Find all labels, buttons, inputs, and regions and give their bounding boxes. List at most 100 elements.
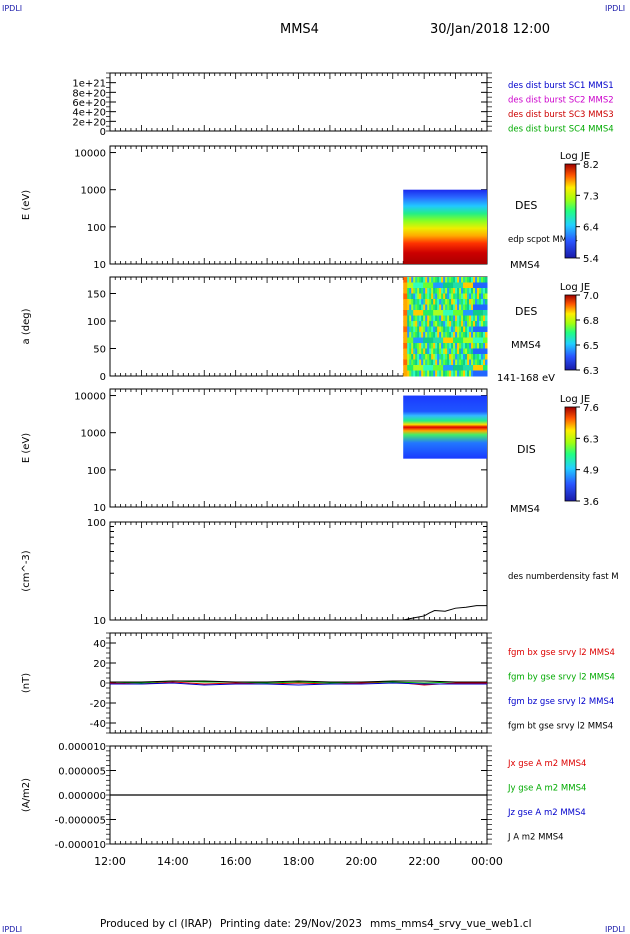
panel-5-ytick-label: 100 [87, 518, 106, 529]
panel-7-ytick-label: -0.000010 [55, 840, 106, 851]
panel-3-cell [477, 343, 480, 349]
panel-3-cell [443, 293, 446, 300]
panel-3-cell [481, 277, 484, 283]
panel-3-cell [451, 304, 454, 311]
panel-3-cell [407, 354, 410, 360]
panel-3-cell [421, 365, 424, 371]
panel-3-cell [459, 304, 462, 311]
panel-3-cell [481, 321, 484, 327]
panel-3-colorbar-label: 6.8 [583, 316, 599, 327]
panel-3-cell [417, 299, 420, 305]
panel-3-cell [449, 282, 452, 289]
panel-3-cell [475, 365, 478, 371]
panel-3-cell [447, 370, 450, 377]
panel-3-cell [431, 310, 434, 316]
panel-4-colorbar-title: Log JE [560, 394, 590, 405]
panel-3-cell [441, 337, 444, 344]
panel-3-cell [455, 288, 458, 294]
panel-3-cell [481, 326, 484, 333]
panel-3-cell [411, 310, 414, 316]
panel-3-cell [475, 332, 478, 338]
panel-3-cell [439, 359, 442, 366]
panel-4-ytick-label: 100 [87, 466, 106, 477]
panel-3-cell [429, 315, 432, 322]
panel-3-cell [475, 315, 478, 322]
panel-3-cell [481, 315, 484, 322]
panel-3-cell [445, 293, 448, 300]
panel-3-cell [483, 315, 486, 322]
panel-3-cell [459, 288, 462, 294]
footer-printing-date: Printing date: 29/Nov/2023 [220, 918, 362, 930]
panel-4-colorbar-label: 3.6 [583, 497, 599, 508]
panel-6-ytick-label: -20 [90, 699, 106, 710]
panel-3-cell [475, 337, 478, 344]
panel-3-cell [433, 282, 436, 289]
panel-3-cell [429, 321, 432, 327]
panel-3-cell [477, 332, 480, 338]
panel-3-cell [461, 304, 464, 311]
panel-3-cell [447, 359, 450, 366]
panel-3-cell [443, 332, 446, 338]
panel-3-cell [471, 359, 474, 366]
panel-3-cell [405, 370, 408, 377]
panel-6-legend-1: fgm bx gse srvy l2 MMS4 [508, 648, 615, 658]
panel-3-cell [407, 288, 410, 294]
panel-3-cell [409, 288, 412, 294]
panel-3-cell [437, 343, 440, 349]
panel-5-frame [109, 521, 488, 621]
panel-3-cell [409, 354, 412, 360]
panel-3-cell [413, 337, 416, 344]
panel-6-ytick-label: 0 [100, 679, 106, 690]
panel-4-spectrogram [403, 395, 487, 459]
panel-3-cell [461, 282, 464, 289]
panel-5-ylabel: (cm^-3) [21, 550, 32, 591]
panel-3-cell [419, 365, 422, 371]
panel-3-cell [447, 348, 450, 355]
panel-3-colorbar-title: Log JE [560, 282, 590, 293]
panel-3-cell [463, 326, 466, 333]
panel-3-cell [431, 293, 434, 300]
panel-3-cell [435, 299, 438, 305]
panel-3-cell [437, 348, 440, 355]
panel-3-cell [475, 299, 478, 305]
panel-3-cell [441, 343, 444, 349]
panel-3-cell [457, 354, 460, 360]
panel-3-cell [409, 321, 412, 327]
panel-3-cell [447, 326, 450, 333]
panel-3-cell [417, 288, 420, 294]
panel-3-cell [477, 354, 480, 360]
panel-3-cell [403, 321, 406, 327]
panel-3-cell [415, 343, 418, 349]
panel-3-cell [445, 326, 448, 333]
panel-3-cell [443, 310, 446, 316]
panel-3-cell [429, 337, 432, 344]
panel-1-ytick-label: 1e+21 [72, 79, 106, 90]
panel-7-ytick-label: -0.000005 [55, 816, 106, 827]
panel-3-cell [451, 310, 454, 316]
panel-3-cell [473, 321, 476, 327]
panel-3-cell [407, 337, 410, 344]
panel-3-cell [425, 359, 428, 366]
panel-3-cell [469, 304, 472, 311]
panel-3-cell [449, 332, 452, 338]
panel-3-cell [443, 304, 446, 311]
panel-3-cell [453, 310, 456, 316]
panel-3-cell [403, 332, 406, 338]
panel-3-cell [483, 299, 486, 305]
panel-3-cell [431, 365, 434, 371]
panel-3-cell [421, 282, 424, 289]
panel-3-cell [451, 282, 454, 289]
panel-3-cell [459, 354, 462, 360]
panel-3-cell [413, 370, 416, 377]
panel-3-cell [473, 282, 476, 289]
panel-4-colorbar-label: 6.3 [583, 434, 599, 445]
panel-3-colorbar [564, 294, 577, 371]
panel-3-cell [437, 315, 440, 322]
panel-3-bottom-label: 141-168 eV [497, 373, 555, 384]
panel-3-cell [467, 337, 470, 344]
panel-7-ytick-label: 0.000005 [58, 767, 106, 778]
panel-3-cell [405, 304, 408, 311]
panel-3-cell [433, 326, 436, 333]
panel-3-cell [469, 299, 472, 305]
panel-3-cell [439, 326, 442, 333]
